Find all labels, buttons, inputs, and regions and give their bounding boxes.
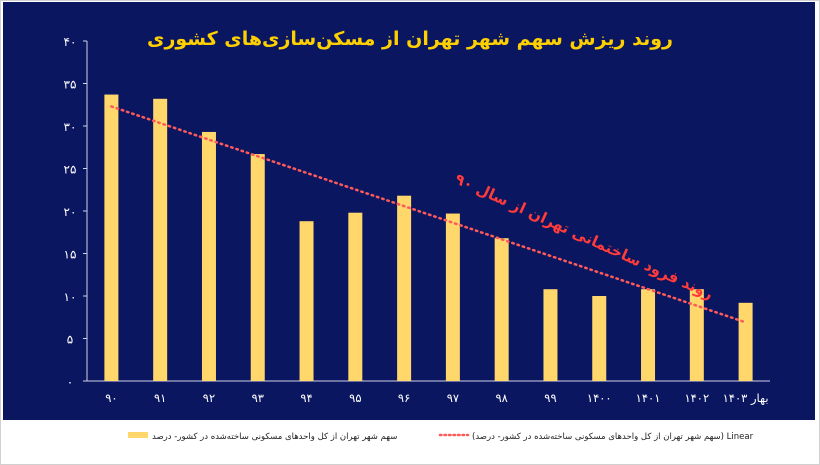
bar <box>153 98 168 382</box>
y-tick-label: ۱۰ <box>64 290 77 304</box>
x-tick-label: ۹۹ <box>544 391 556 405</box>
y-tick-label: ۳۵ <box>64 78 77 92</box>
bar <box>250 154 265 381</box>
x-tick-label: ۱۴۰۲ <box>684 391 709 405</box>
bar <box>494 238 509 381</box>
bars <box>104 94 753 382</box>
legend-bar-swatch <box>128 432 148 438</box>
y-tick-label: ۱۵ <box>64 248 77 262</box>
bar <box>738 302 753 381</box>
x-tick-label: ۹۷ <box>447 391 459 405</box>
x-tick-label: ۹۲ <box>203 391 215 405</box>
bar <box>348 212 363 381</box>
x-tick-label: ۹۶ <box>398 391 410 405</box>
x-tick-label: ۹۴ <box>300 391 312 405</box>
x-tick-label: ۹۰ <box>105 391 117 405</box>
bar <box>592 296 607 381</box>
legend-bar-label: سهم شهر تهران از کل واحدهای مسکونی ساخته… <box>152 432 397 442</box>
y-tick-label: ۴۰ <box>64 35 77 49</box>
bar <box>543 289 558 381</box>
bar <box>201 131 216 381</box>
bar <box>397 195 412 381</box>
labels: ۰ ۵ ۱۰ ۱۵ ۲۰ ۲۵ ۳۰ ۳۵ ۴۰ ۹۰ ۹۱ ۹۲ ۹۳ ۹۴ ۹۵ ۹۶ ۹۷ ۹۸ ۹۹ ۱۴۰۰… <box>64 35 769 406</box>
y-tick-label: ۰ <box>67 375 73 389</box>
chart-title: روند ریزش سهم شهر تهران از مسکن‌سازی‌های… <box>147 28 673 50</box>
y-tick-label: ۳۰ <box>64 120 77 134</box>
x-tick-label: ۹۵ <box>349 391 361 405</box>
bar <box>641 289 656 381</box>
bar <box>104 94 119 382</box>
bar <box>689 289 704 381</box>
bar <box>445 213 460 381</box>
trendline <box>110 105 747 324</box>
x-tick-label: بهار ۱۴۰۳ <box>723 391 769 406</box>
y-tick-label: ۲۵ <box>64 163 77 177</box>
legend-trend-label: Linear (سهم شهر تهران از کل واحدهای مسکو… <box>472 432 754 442</box>
x-tick-label: ۱۴۰۱ <box>636 391 661 405</box>
legend: سهم شهر تهران از کل واحدهای مسکونی ساخته… <box>128 432 754 442</box>
bar <box>299 221 314 381</box>
axes <box>83 40 770 382</box>
trendline-group <box>110 105 747 324</box>
y-tick-label: ۵ <box>67 333 73 347</box>
x-tick-label: ۱۴۰۰ <box>587 391 612 405</box>
x-tick-label: ۹۱ <box>154 391 166 405</box>
x-tick-label: ۹۸ <box>495 391 507 405</box>
y-tick-label: ۲۰ <box>64 205 77 219</box>
x-tick-label: ۹۳ <box>252 391 264 405</box>
